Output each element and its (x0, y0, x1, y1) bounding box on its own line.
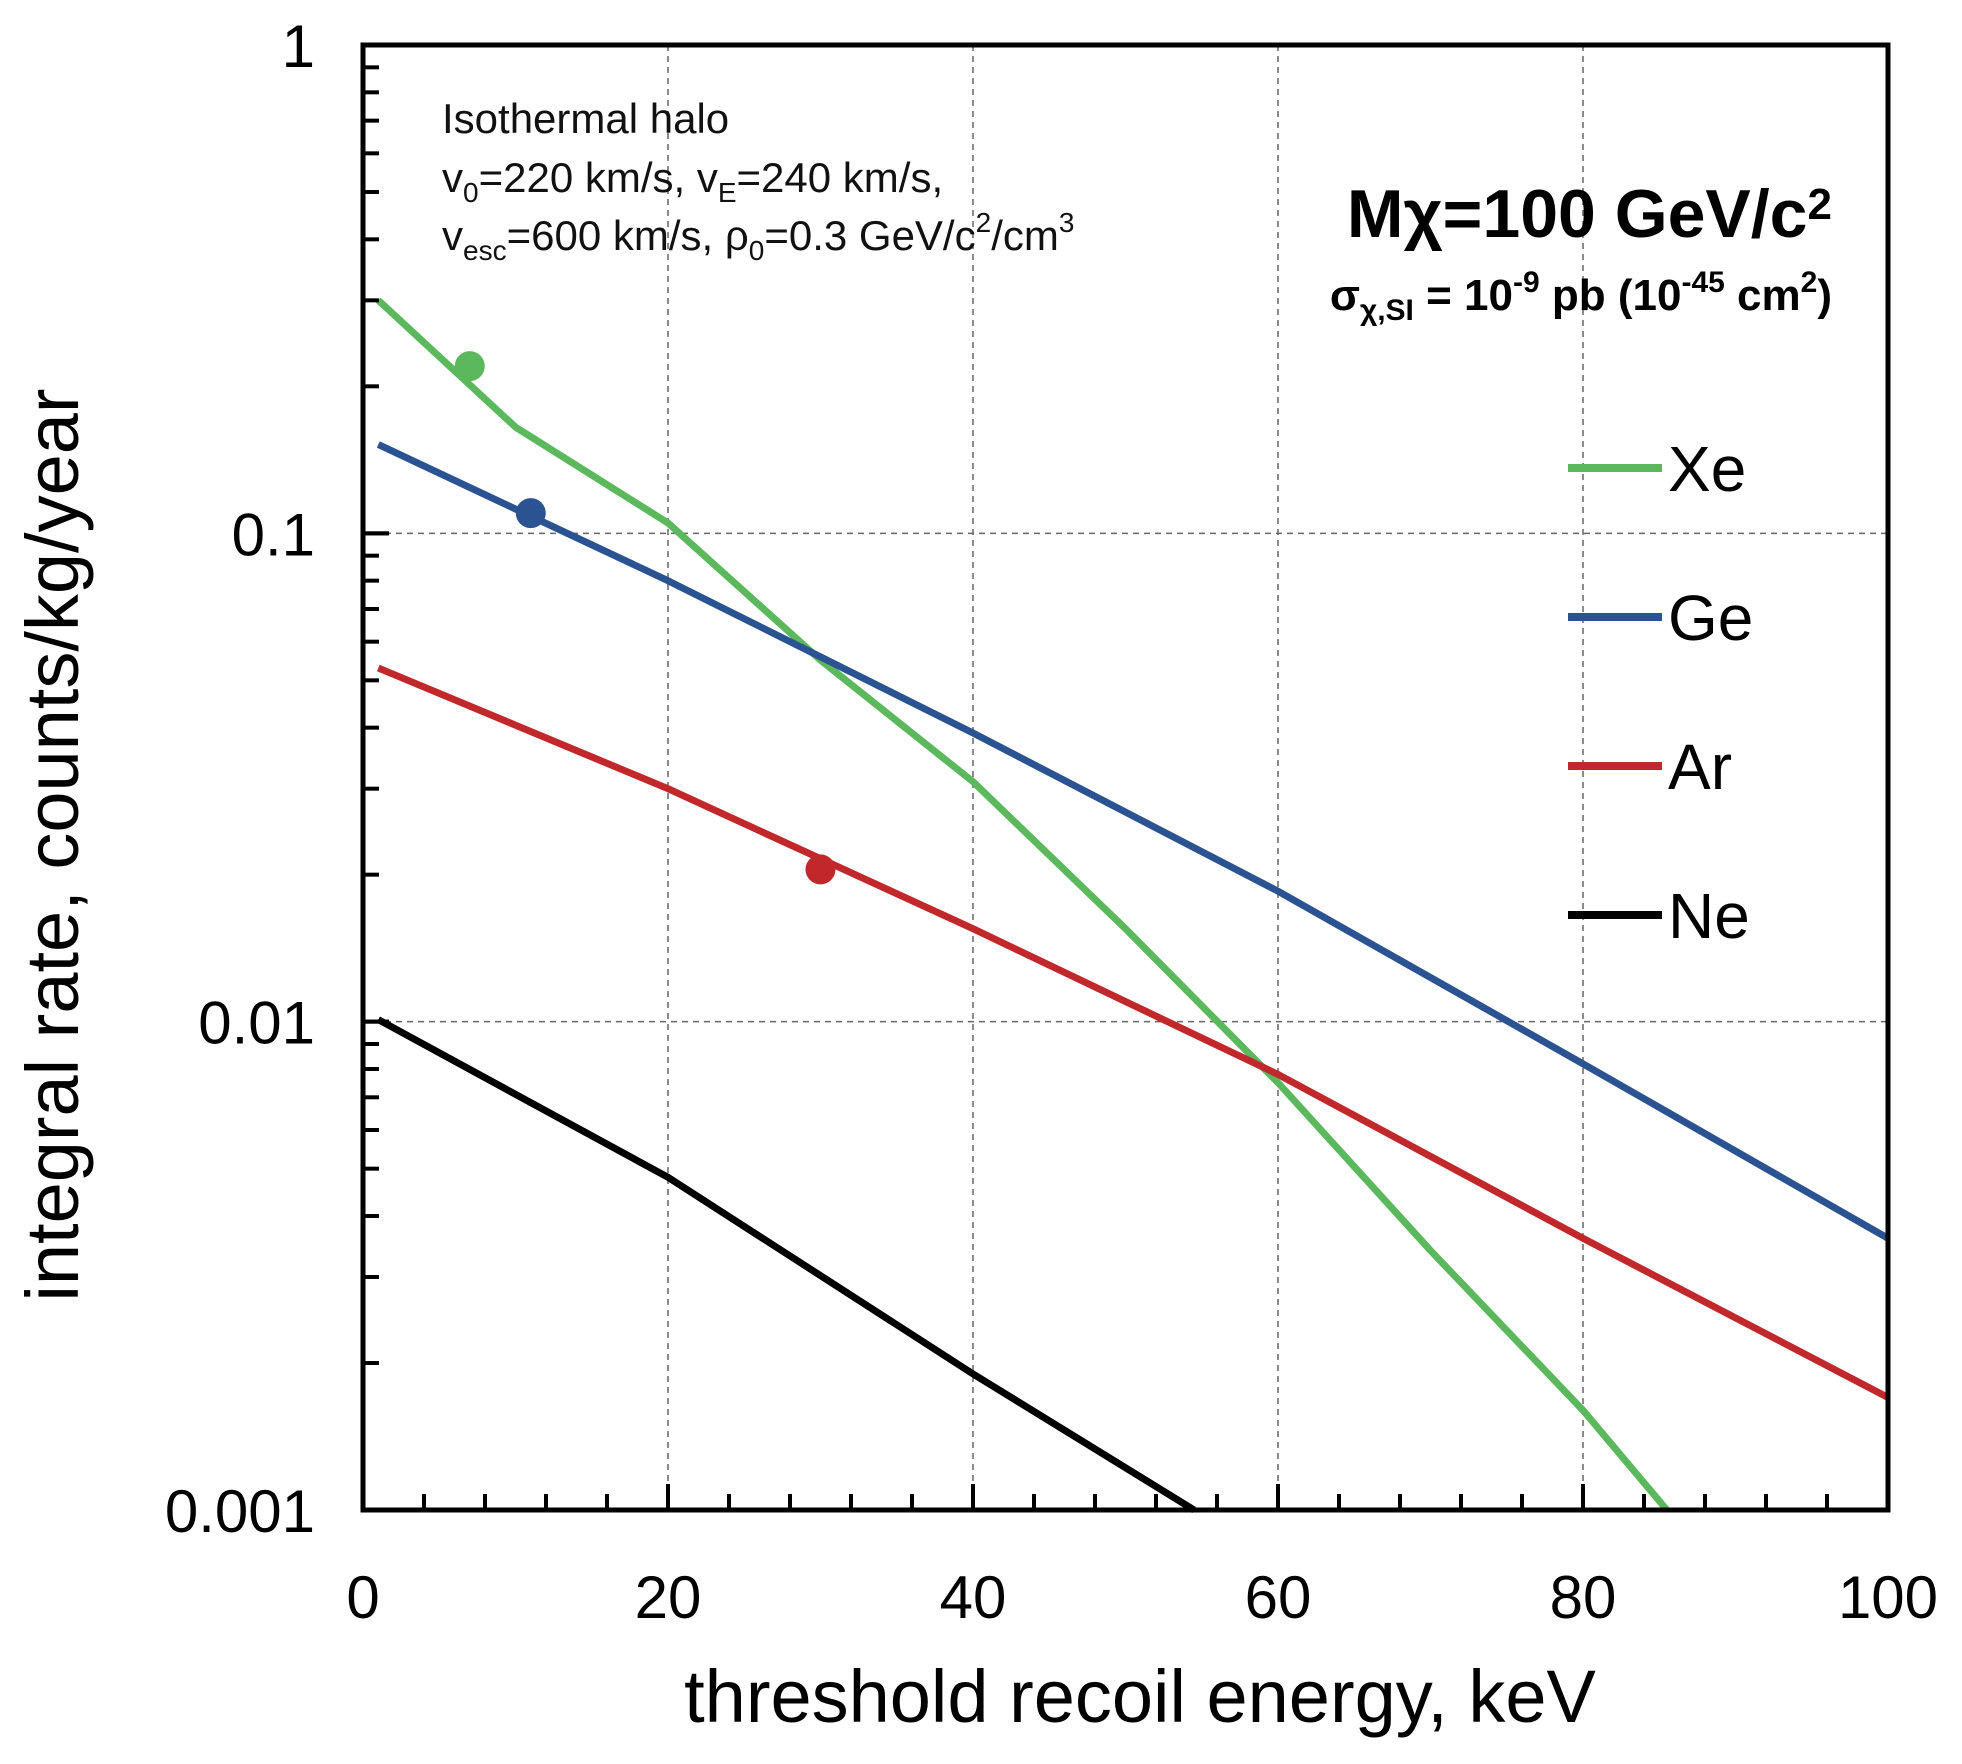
y-tick-label: 0.01 (198, 990, 315, 1057)
rich-text-part: 2 (1801, 266, 1818, 299)
y-axis-title: integral rate, counts/kg/year (11, 388, 94, 1301)
axis-ticks (361, 43, 1890, 1512)
x-axis-title: threshold recoil energy, keV (684, 1655, 1596, 1738)
series-line-ge (376, 441, 1890, 1242)
series-line-xe (375, 297, 1670, 1513)
rich-text-part: -9 (1513, 266, 1540, 299)
legend-label-ar: Ar (1668, 731, 1732, 803)
rich-text-part: v (442, 212, 463, 259)
rich-text-part: -45 (1681, 266, 1724, 299)
series-line-ar (376, 664, 1890, 1401)
rich-text-part: σ (1330, 271, 1360, 320)
rich-text-part: χ,SI (1360, 294, 1414, 327)
rich-text-part: Mχ=100 GeV/c (1347, 176, 1808, 252)
y-tick-label: 0.001 (165, 1478, 315, 1545)
rich-text-part: =240 km/s, (737, 154, 944, 201)
rich-text-part: 0 (749, 235, 765, 266)
x-tick-label: 100 (1838, 1564, 1938, 1631)
x-tick-label: 0 (346, 1564, 379, 1631)
plot-frame (360, 42, 1891, 1513)
rich-text-part: esc (463, 235, 507, 266)
legend-label-ge: Ge (1668, 582, 1753, 654)
rich-text-part: E (718, 177, 737, 208)
halo-velocity-params: v0=220 km/s, vE=240 km/s, (442, 154, 943, 208)
y-tick-label: 0.1 (232, 501, 315, 568)
wimp-mass-label: Mχ=100 GeV/c2 (1347, 176, 1832, 252)
rich-text-part: 2 (976, 207, 992, 238)
rich-text-part: pb (10 (1540, 271, 1682, 320)
legend-label-xe: Xe (1668, 433, 1746, 505)
rich-text-part: 2 (1808, 180, 1832, 229)
series-lines (375, 297, 1890, 1513)
rich-text-part: v (442, 154, 463, 201)
rich-text-part: =0.3 GeV/c (764, 212, 975, 259)
series-marker-ge (515, 498, 546, 529)
x-tick-label: 40 (940, 1564, 1007, 1631)
legend: Xe Ge Ar Ne (1568, 433, 1753, 952)
x-tick-label: 20 (635, 1564, 702, 1631)
rich-text-part: 0 (463, 177, 479, 208)
rich-text-part: /cm (991, 212, 1059, 259)
rich-text-part: 3 (1059, 207, 1075, 238)
halo-model-title: Isothermal halo (442, 95, 729, 142)
grid-lines (363, 45, 1888, 1510)
rich-text-part: = 10 (1414, 271, 1513, 320)
rich-text-part: =600 km/s, ρ (507, 212, 749, 259)
rich-text-part: ) (1817, 271, 1832, 320)
rich-text-part: cm (1725, 271, 1801, 320)
cross-section-label: σχ,SI = 10-9 pb (10-45 cm2) (1330, 266, 1832, 327)
x-tick-label: 60 (1245, 1564, 1312, 1631)
legend-label-ne: Ne (1668, 880, 1750, 952)
x-tick-label: 80 (1550, 1564, 1617, 1631)
halo-escape-density-params: vesc=600 km/s, ρ0=0.3 GeV/c2/cm3 (442, 207, 1074, 266)
rich-text-part: =220 km/s, v (479, 154, 718, 201)
y-tick-label: 1 (282, 13, 315, 80)
series-line-ne (376, 1016, 1196, 1513)
series-marker-xe (454, 351, 485, 382)
series-marker-ar (805, 854, 836, 885)
